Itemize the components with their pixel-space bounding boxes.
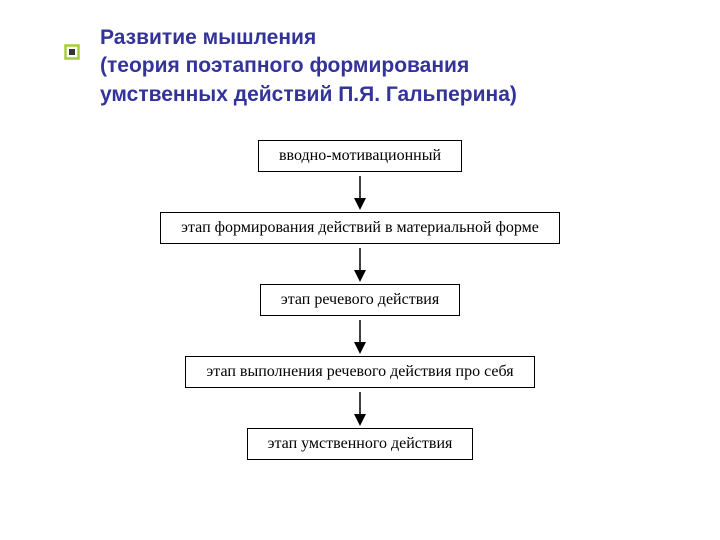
arrow-icon <box>353 320 367 354</box>
title-line-3: умственных действий П.Я. Гальперина) <box>100 81 660 109</box>
flow-node-2: этап формирования действий в материально… <box>160 212 560 244</box>
title-line-2: (теория поэтапного формирования <box>100 52 660 80</box>
slide-title: Развитие мышления (теория поэтапного фор… <box>100 24 660 109</box>
arrow-icon <box>353 176 367 210</box>
flow-node-3: этап речевого действия <box>260 284 460 316</box>
title-line-1: Развитие мышления <box>100 24 660 52</box>
arrow-icon <box>353 248 367 282</box>
flowchart: вводно-мотивационный этап формирования д… <box>0 140 720 460</box>
flow-node-1: вводно-мотивационный <box>258 140 462 172</box>
flow-node-5: этап умственного действия <box>247 428 474 460</box>
arrow-icon <box>353 392 367 426</box>
flow-node-4: этап выполнения речевого действия про се… <box>185 356 534 388</box>
bullet-icon <box>64 44 80 60</box>
